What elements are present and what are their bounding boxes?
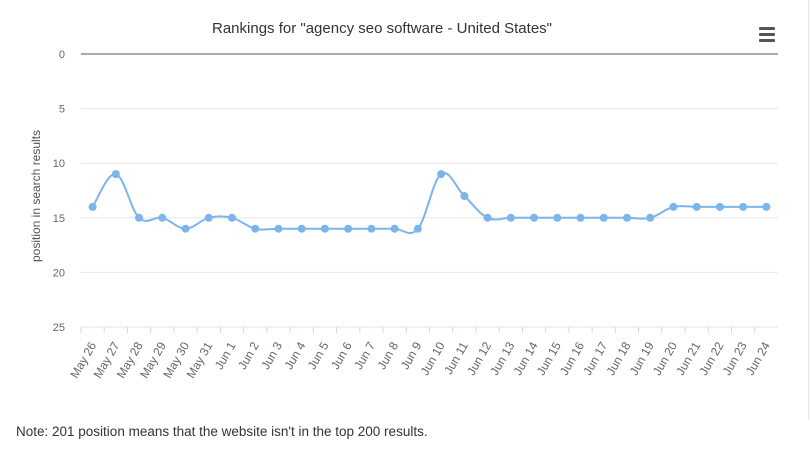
data-point[interactable] <box>181 224 190 233</box>
x-tick-label: Jun 5 <box>305 339 332 372</box>
data-points <box>88 170 771 233</box>
chart-footnote: Note: 201 position means that the websit… <box>16 424 428 439</box>
data-point[interactable] <box>413 224 422 233</box>
x-tick-label: Jun 3 <box>258 339 285 372</box>
data-point[interactable] <box>715 202 724 211</box>
x-tick-label: Jun 24 <box>743 339 773 377</box>
data-point[interactable] <box>669 202 678 211</box>
x-tick-label: Jun 7 <box>351 339 378 372</box>
data-point[interactable] <box>274 224 283 233</box>
x-tick-label: Jun 1 <box>212 339 239 372</box>
x-tick-label: Jun 4 <box>282 339 309 372</box>
data-point[interactable] <box>251 224 260 233</box>
grid-lines <box>81 53 778 328</box>
chart-menu-button[interactable] <box>752 22 782 46</box>
y-tick-label: 10 <box>53 158 65 170</box>
data-point[interactable] <box>228 213 237 222</box>
rankings-line-chart: Rankings for "agency seo software - Unit… <box>29 20 778 381</box>
data-point[interactable] <box>390 224 399 233</box>
y-tick-label: 0 <box>59 49 65 61</box>
data-point[interactable] <box>553 213 562 222</box>
data-point[interactable] <box>483 213 492 222</box>
data-point[interactable] <box>320 224 329 233</box>
data-point[interactable] <box>135 213 144 222</box>
data-point[interactable] <box>88 202 97 211</box>
y-tick-label: 25 <box>53 322 65 334</box>
y-tick-label: 20 <box>53 267 65 279</box>
data-point[interactable] <box>739 202 748 211</box>
data-point[interactable] <box>646 213 655 222</box>
chart-container: Rankings for "agency seo software - Unit… <box>29 0 809 420</box>
x-tick-label: Jun 8 <box>374 339 401 372</box>
data-point[interactable] <box>460 191 469 200</box>
data-point[interactable] <box>762 202 771 211</box>
series-line <box>91 172 767 235</box>
y-axis-label: position in search results <box>29 130 43 262</box>
x-tick-label: Jun 6 <box>328 339 355 372</box>
hamburger-menu-icon <box>759 26 775 30</box>
data-point[interactable] <box>297 224 306 233</box>
data-point[interactable] <box>692 202 701 211</box>
data-point[interactable] <box>506 213 515 222</box>
data-point[interactable] <box>204 213 213 222</box>
data-point[interactable] <box>622 213 631 222</box>
y-tick-label: 5 <box>59 104 65 116</box>
data-point[interactable] <box>576 213 585 222</box>
y-tick-label: 15 <box>53 213 65 225</box>
data-point[interactable] <box>344 224 353 233</box>
data-point[interactable] <box>111 170 120 179</box>
data-point[interactable] <box>599 213 608 222</box>
y-axis-ticks: 0 5 10 15 20 25 <box>53 49 65 334</box>
data-point[interactable] <box>367 224 376 233</box>
x-tick-label: Jun 2 <box>235 339 262 372</box>
data-point[interactable] <box>530 213 539 222</box>
chart-title: Rankings for "agency seo software - Unit… <box>212 20 552 37</box>
data-point[interactable] <box>158 213 167 222</box>
data-point[interactable] <box>437 170 446 179</box>
